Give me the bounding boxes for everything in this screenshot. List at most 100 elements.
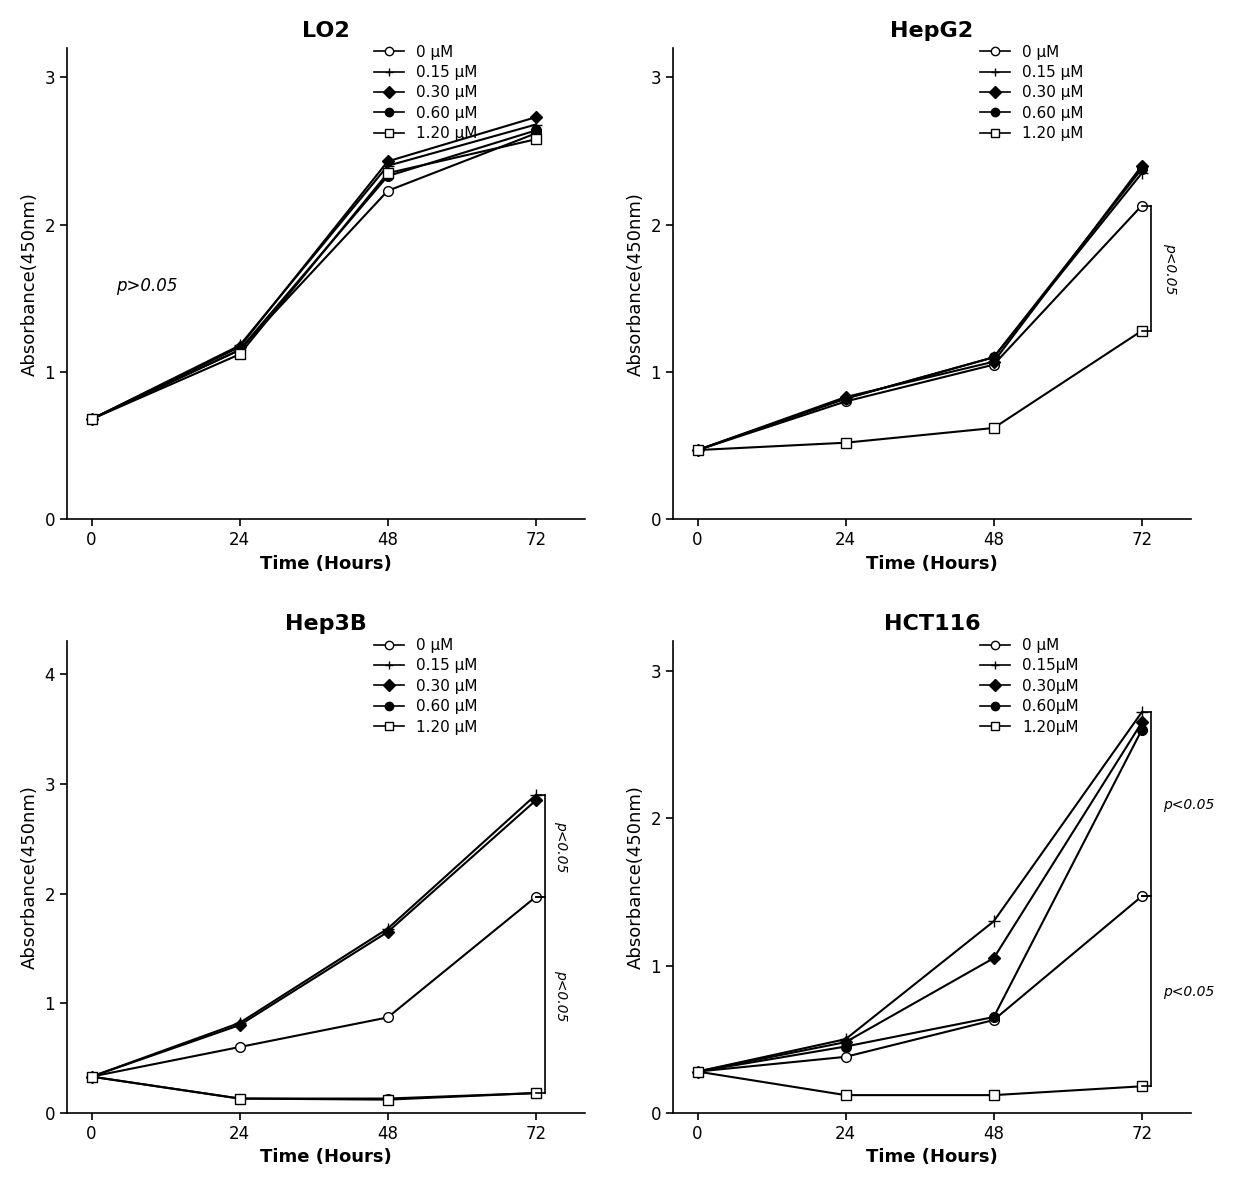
1.20 μM [528,132,543,146]
0 μM [691,443,706,457]
Line: 1.20 μM: 1.20 μM [87,134,541,424]
1.20μM [1135,1079,1149,1093]
0.60μM [986,1010,1001,1024]
Y-axis label: Absorbance(450nm): Absorbance(450nm) [21,191,38,375]
Title: HCT116: HCT116 [884,615,981,634]
Line: 0.30 μM: 0.30 μM [693,161,1146,455]
0.15 μM [381,921,396,935]
Legend: 0 μM, 0.15 μM, 0.30 μM, 0.60 μM, 1.20 μM: 0 μM, 0.15 μM, 0.30 μM, 0.60 μM, 1.20 μM [367,38,484,147]
1.20 μM [232,348,247,362]
0.30 μM [84,412,99,426]
Line: 0.30 μM: 0.30 μM [87,796,539,1081]
0 μM [381,1010,396,1024]
0.30 μM [528,110,543,125]
0.15 μM [528,118,543,132]
0 μM [838,1049,853,1064]
Line: 0.30 μM: 0.30 μM [87,113,539,424]
1.20 μM [838,436,853,450]
X-axis label: Time (Hours): Time (Hours) [866,554,998,572]
0 μM [986,1013,1001,1027]
Line: 0 μM: 0 μM [693,891,1147,1077]
Legend: 0 μM, 0.15 μM, 0.30 μM, 0.60 μM, 1.20 μM: 0 μM, 0.15 μM, 0.30 μM, 0.60 μM, 1.20 μM [367,631,484,741]
0.15 μM [986,350,1001,364]
0 μM [1135,198,1149,212]
0.15 μM [84,412,99,426]
Legend: 0 μM, 0.15 μM, 0.30 μM, 0.60 μM, 1.20 μM: 0 μM, 0.15 μM, 0.30 μM, 0.60 μM, 1.20 μM [973,38,1090,147]
Line: 1.20 μM: 1.20 μM [87,1072,541,1105]
0.30 μM [1135,159,1149,173]
0.60 μM [232,1091,247,1105]
0 μM [84,1069,99,1084]
Legend: 0 μM, 0.15μM, 0.30μM, 0.60μM, 1.20μM: 0 μM, 0.15μM, 0.30μM, 0.60μM, 1.20μM [973,631,1085,741]
0.60μM [838,1040,853,1054]
0.30μM [1135,716,1149,730]
0.30 μM [381,925,396,939]
Line: 0.60 μM: 0.60 μM [693,164,1147,455]
Title: HepG2: HepG2 [890,21,973,40]
0.15μM [691,1065,706,1079]
Line: 0 μM: 0 μM [87,128,541,424]
0.60 μM [84,1069,99,1084]
0 μM [1135,889,1149,903]
0.60 μM [838,392,853,406]
1.20 μM [381,1092,396,1106]
0 μM [838,394,853,408]
0 μM [232,343,247,357]
0.30 μM [986,355,1001,369]
0.60 μM [232,343,247,357]
1.20 μM [528,1086,543,1100]
Line: 0.60 μM: 0.60 μM [87,1072,541,1104]
Line: 0 μM: 0 μM [87,891,541,1081]
1.20 μM [381,166,396,180]
Line: 0.15 μM: 0.15 μM [86,788,542,1083]
Text: p<0.05: p<0.05 [1163,243,1178,294]
0.15μM [986,914,1001,928]
0.30 μM [528,793,543,807]
0.60 μM [381,169,396,183]
0 μM [232,1040,247,1054]
0 μM [986,357,1001,372]
1.20 μM [1135,324,1149,338]
Y-axis label: Absorbance(450nm): Absorbance(450nm) [627,191,645,375]
0.15 μM [528,788,543,802]
X-axis label: Time (Hours): Time (Hours) [866,1148,998,1166]
Text: p<0.05: p<0.05 [1163,798,1215,812]
0.30 μM [381,154,396,169]
X-axis label: Time (Hours): Time (Hours) [260,554,392,572]
0 μM [84,412,99,426]
1.20μM [986,1088,1001,1103]
Text: p<0.05: p<0.05 [554,970,568,1021]
Text: p<0.05: p<0.05 [554,820,568,872]
0 μM [691,1065,706,1079]
Line: 0.60μM: 0.60μM [693,725,1147,1077]
0.60 μM [381,1091,396,1105]
0.60 μM [1135,161,1149,176]
1.20 μM [84,412,99,426]
0.15 μM [381,159,396,173]
Y-axis label: Absorbance(450nm): Absorbance(450nm) [21,785,38,969]
0 μM [528,126,543,140]
Text: p>0.05: p>0.05 [117,277,177,296]
0 μM [381,184,396,198]
1.20μM [691,1065,706,1079]
0.15 μM [838,392,853,406]
0.60 μM [691,443,706,457]
0.30 μM [232,1018,247,1033]
Line: 1.20 μM: 1.20 μM [693,326,1147,455]
0.15 μM [691,443,706,457]
0.15 μM [232,338,247,353]
X-axis label: Time (Hours): Time (Hours) [260,1148,392,1166]
1.20 μM [84,1069,99,1084]
Line: 0.15μM: 0.15μM [691,706,1148,1078]
Line: 0.30μM: 0.30μM [693,718,1146,1075]
0.60 μM [986,350,1001,364]
0.15 μM [84,1069,99,1084]
0.60 μM [528,1086,543,1100]
0.30 μM [838,389,853,404]
1.20 μM [232,1091,247,1105]
0.60μM [1135,723,1149,737]
0.30μM [986,951,1001,965]
1.20 μM [691,443,706,457]
0.60μM [691,1065,706,1079]
0.15μM [1135,705,1149,719]
